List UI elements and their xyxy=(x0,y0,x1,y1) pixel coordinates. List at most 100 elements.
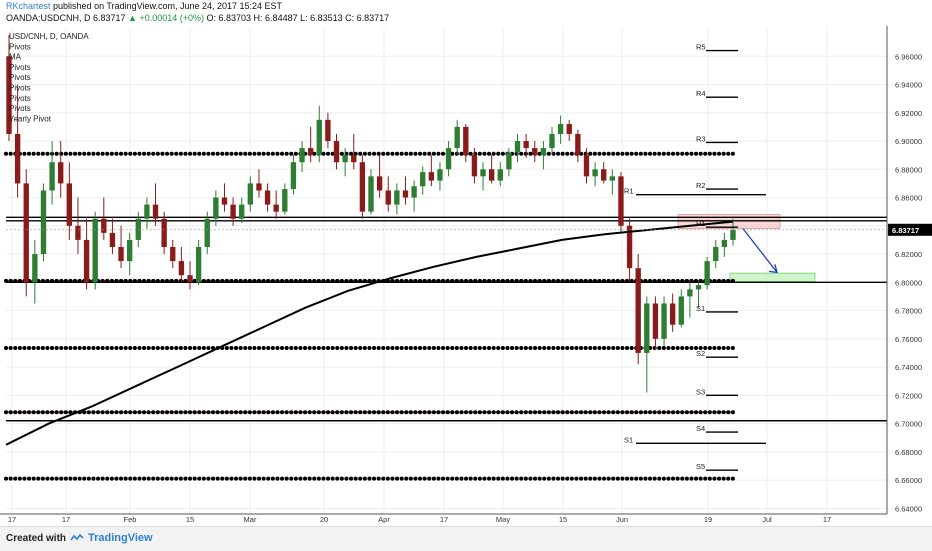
candle-body xyxy=(523,141,529,149)
pivot-label: S1 xyxy=(624,435,633,444)
chart-area[interactable]: R5 R4 R3 R2 R1 R1 S1 S2 S3 S4 S1 S5 6.96000 6.94000 6… xyxy=(0,26,932,526)
y-tick-label: 6.86000 xyxy=(895,194,922,203)
candle-body xyxy=(178,261,185,276)
candle-body xyxy=(635,268,641,353)
x-tick-label: May xyxy=(496,515,510,524)
tradingview-logo-icon xyxy=(70,534,84,541)
candle-body xyxy=(540,148,547,156)
candle-body xyxy=(290,162,297,190)
y-tick-label: 6.82000 xyxy=(895,250,922,259)
author-link[interactable]: RKchartest xyxy=(6,1,51,11)
y-tick-label: 6.72000 xyxy=(895,391,922,400)
y-tick-label: 6.88000 xyxy=(895,165,922,174)
candle-body xyxy=(152,204,159,219)
candle-body xyxy=(144,204,150,219)
pivot-label: R1 xyxy=(624,187,634,196)
indicator-legend-item: Pivots xyxy=(9,94,31,103)
change-text: ▲ +0.00014 (+0%) xyxy=(128,13,205,23)
candle-body xyxy=(669,303,676,325)
candle-body xyxy=(256,183,262,191)
candle-body xyxy=(385,190,391,205)
candle-body xyxy=(6,56,12,134)
candle-body xyxy=(187,275,193,283)
indicator-legend-item: Pivots xyxy=(9,104,31,113)
candle-body xyxy=(609,176,616,181)
pivot-label: S3 xyxy=(696,387,705,396)
grid-lines xyxy=(6,28,887,514)
candle-body xyxy=(213,197,219,219)
candle-body xyxy=(601,169,607,181)
candle-body xyxy=(532,148,538,156)
candle-body xyxy=(239,204,245,219)
candle-body xyxy=(368,176,374,212)
candle-body xyxy=(40,190,47,255)
candle-body xyxy=(23,183,29,283)
candle-body xyxy=(497,169,503,181)
y-tick-label: 6.96000 xyxy=(895,52,922,61)
candle-body xyxy=(58,162,64,184)
candle-body xyxy=(721,239,728,247)
candle-body xyxy=(411,186,417,198)
arrow-layer xyxy=(742,228,778,274)
pivot-label: R5 xyxy=(696,43,706,52)
candle-body xyxy=(307,148,314,156)
x-tick-label: Jul xyxy=(762,515,772,524)
candle-body xyxy=(170,246,176,262)
pivot-label: S2 xyxy=(696,349,705,358)
publish-info: published on TradingView.com, June 24, 2… xyxy=(50,1,283,11)
y-tick-label: 6.68000 xyxy=(895,448,922,457)
x-tick-label: 17 xyxy=(8,515,16,524)
x-tick-label: 19 xyxy=(704,515,712,524)
y-tick-label: 6.76000 xyxy=(895,335,922,344)
ohlc-text: O: 6.83703 H: 6.84487 L: 6.83513 C: 6.83… xyxy=(204,13,390,23)
levels-layer xyxy=(4,151,887,481)
created-with-label: Created with xyxy=(6,533,67,544)
y-tick-label: 6.80000 xyxy=(895,278,922,287)
x-tick-label: Feb xyxy=(124,515,137,524)
candle-body xyxy=(101,218,107,233)
candle-body xyxy=(32,254,38,283)
candle-body xyxy=(109,232,116,247)
candle-body xyxy=(661,303,667,339)
x-tick-label: 20 xyxy=(320,515,328,524)
x-tick-label: 15 xyxy=(559,515,567,524)
ma-layer xyxy=(5,220,734,446)
last-price-text: 6.83717 xyxy=(892,226,919,235)
x-tick-label: Jun xyxy=(616,515,628,524)
last-price-badge xyxy=(888,223,932,236)
candle-body xyxy=(282,189,288,212)
pivot-label: S1 xyxy=(696,304,705,313)
x-tick-label: Mar xyxy=(244,515,257,524)
candle-body xyxy=(420,172,426,187)
candle-body xyxy=(454,126,460,149)
y-tick-label: 6.94000 xyxy=(895,81,922,90)
candle-body xyxy=(394,190,400,205)
candle-body xyxy=(264,190,271,205)
y-tick-label: 6.78000 xyxy=(895,307,922,316)
candle-body xyxy=(428,172,435,181)
arrow-head-icon xyxy=(768,264,778,274)
candle-body xyxy=(583,155,590,177)
candle-body xyxy=(471,155,478,177)
candle-body xyxy=(230,204,236,219)
projection-arrow-line xyxy=(742,228,778,273)
candle-body xyxy=(359,162,366,212)
legend-layer: USD/CNH, D, OANDAPivotsMAPivotsPivotsPiv… xyxy=(9,32,89,123)
candle-body xyxy=(730,230,736,240)
candle-body xyxy=(437,169,443,181)
candle-body xyxy=(333,141,340,163)
candle-body xyxy=(299,148,305,163)
y-tick-label: 6.74000 xyxy=(895,363,922,372)
candle-body xyxy=(316,119,322,156)
tradingview-brand-link[interactable]: TradingView xyxy=(88,532,153,544)
candle-body xyxy=(618,176,624,226)
indicator-legend-item: Pivots xyxy=(9,42,31,51)
publish-line: RKchartest published on TradingView.com,… xyxy=(6,1,282,11)
pivot-label: S4 xyxy=(696,424,705,433)
candle-body xyxy=(575,133,581,156)
candle-body xyxy=(463,126,469,156)
indicator-legend-item: Pivots xyxy=(9,73,31,82)
candle-body xyxy=(92,218,98,283)
candle-body xyxy=(652,303,659,339)
